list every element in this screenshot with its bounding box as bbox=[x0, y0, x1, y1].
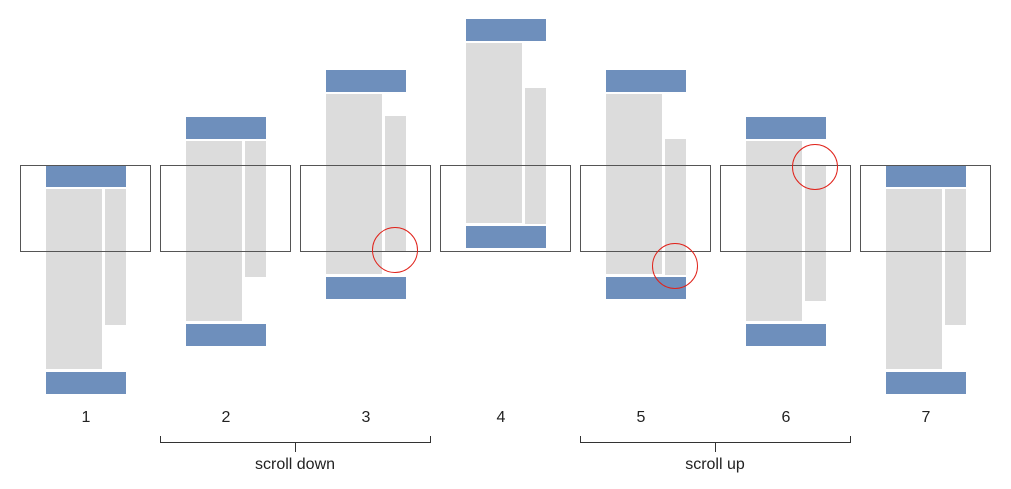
step-3-footer-bar bbox=[326, 277, 406, 299]
step-4-viewport-frame bbox=[440, 165, 571, 252]
step-6-header-bar bbox=[746, 117, 826, 139]
step-4-footer-bar bbox=[466, 226, 546, 248]
step-1-footer-bar bbox=[46, 372, 126, 394]
step-4-header-bar bbox=[466, 19, 546, 41]
step-1-viewport-frame bbox=[20, 165, 151, 252]
step-7-viewport-frame bbox=[860, 165, 991, 252]
step-6-viewport-frame bbox=[720, 165, 851, 252]
step-label: 4 bbox=[496, 409, 506, 426]
step-5-header-bar bbox=[606, 70, 686, 92]
step-label: 3 bbox=[361, 409, 371, 426]
step-2-viewport-frame bbox=[160, 165, 291, 252]
step-label: 1 bbox=[81, 409, 91, 426]
step-6-footer-bar bbox=[746, 324, 826, 346]
step-3-viewport-frame bbox=[300, 165, 431, 252]
step-3-sidebar-column bbox=[385, 116, 406, 252]
step-5-viewport-frame bbox=[580, 165, 711, 252]
scroll-up-bracket-tick bbox=[715, 443, 716, 452]
step-label: 2 bbox=[221, 409, 231, 426]
step-1-header-bar bbox=[46, 165, 126, 187]
step-2-header-bar bbox=[186, 117, 266, 139]
step-5-sidebar-column bbox=[665, 139, 686, 275]
step-3-header-bar bbox=[326, 70, 406, 92]
step-2-sidebar-column bbox=[245, 141, 266, 277]
step-6-sidebar-column bbox=[805, 165, 826, 301]
scroll-down-label: scroll down bbox=[254, 456, 336, 473]
step-2-main-column bbox=[186, 141, 242, 321]
step-4-main-column bbox=[466, 43, 522, 223]
scroll-down-bracket-tick bbox=[295, 443, 296, 452]
step-6-highlight-circle bbox=[792, 144, 838, 190]
step-7-header-bar bbox=[886, 165, 966, 187]
step-1-main-column bbox=[46, 189, 102, 369]
step-1-sidebar-column bbox=[105, 189, 126, 325]
scroll-up-bracket bbox=[580, 436, 851, 443]
scroll-down-bracket bbox=[160, 436, 431, 443]
step-label: 6 bbox=[781, 409, 791, 426]
step-7-footer-bar bbox=[886, 372, 966, 394]
step-5-main-column bbox=[606, 94, 662, 274]
step-3-highlight-circle bbox=[372, 227, 418, 273]
scroll-up-label: scroll up bbox=[685, 456, 745, 473]
step-7-main-column bbox=[886, 189, 942, 369]
step-label: 7 bbox=[921, 409, 931, 426]
step-4-sidebar-column bbox=[525, 88, 546, 224]
step-5-highlight-circle bbox=[652, 243, 698, 289]
step-2-footer-bar bbox=[186, 324, 266, 346]
step-label: 5 bbox=[636, 409, 646, 426]
step-7-sidebar-column bbox=[945, 189, 966, 325]
